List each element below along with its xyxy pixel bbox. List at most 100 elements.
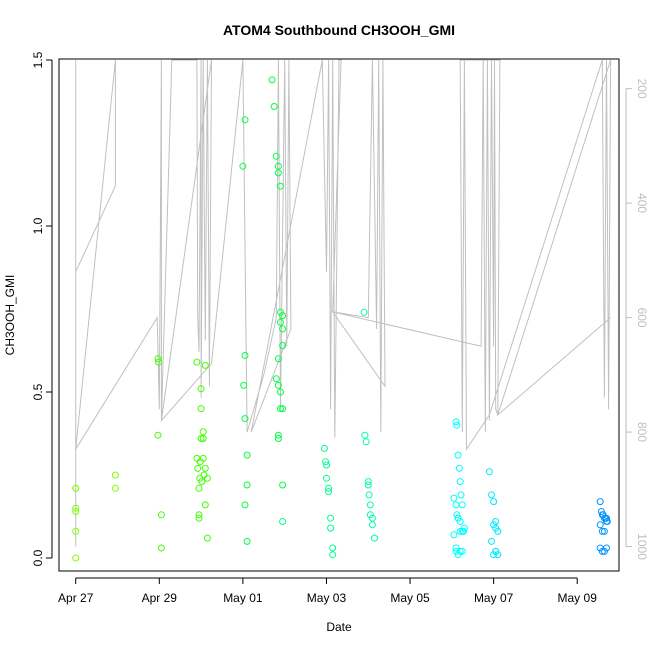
data-point — [157, 511, 165, 519]
data-point — [274, 162, 282, 170]
data-point — [279, 312, 287, 320]
data-point — [454, 451, 462, 459]
data-point — [457, 491, 465, 499]
data-point — [72, 554, 80, 562]
data-point — [239, 162, 247, 170]
data-point — [598, 527, 606, 535]
data-point — [201, 464, 209, 472]
y2-tick-label: 400 — [635, 193, 649, 213]
y2-tick-label: 200 — [635, 79, 649, 99]
data-point — [195, 511, 203, 519]
data-point — [72, 527, 80, 535]
data-point — [279, 325, 287, 333]
data-point — [361, 431, 369, 439]
data-point — [277, 405, 284, 413]
data-point — [199, 454, 207, 462]
data-point — [460, 527, 467, 535]
y-tick-label: 1.5 — [31, 51, 45, 68]
data-point — [455, 464, 463, 472]
data-point — [456, 547, 464, 555]
data-point — [272, 152, 280, 160]
data-point — [365, 491, 373, 499]
data-point — [364, 478, 372, 486]
data-point — [490, 498, 498, 506]
x-tick-label: Apr 29 — [142, 591, 178, 605]
x-tick-label: May 05 — [390, 591, 430, 605]
data-point — [598, 547, 606, 555]
data-point — [195, 514, 203, 522]
data-point — [458, 501, 466, 509]
data-point — [199, 428, 207, 436]
data-point — [274, 431, 282, 439]
x-axis: Apr 27 Apr 29 May 01 May 03 May 05 May 07 May … — [58, 577, 597, 605]
y-axis-label: CH3OOH_GMI — [3, 275, 17, 356]
data-point — [494, 527, 502, 535]
data-point — [485, 468, 493, 476]
data-point — [268, 76, 276, 84]
data-point — [72, 484, 80, 492]
data-point — [456, 518, 464, 525]
data-point — [603, 544, 610, 552]
data-point — [279, 518, 287, 525]
data-point — [154, 431, 162, 439]
data-point — [277, 318, 284, 326]
data-point — [193, 358, 201, 366]
data-point — [195, 484, 203, 492]
data-point — [452, 544, 460, 552]
data-point — [157, 544, 165, 552]
data-point — [371, 534, 378, 542]
data-point — [241, 116, 249, 124]
data-point — [154, 355, 162, 363]
data-point — [600, 547, 608, 555]
data-point — [155, 358, 162, 366]
data-point — [452, 501, 460, 509]
data-point — [274, 435, 282, 442]
right-pressure-axis: 200 400 600 800 1000 — [625, 79, 649, 560]
flight-profile-line — [75, 59, 612, 547]
data-point — [241, 501, 249, 509]
data-point — [488, 537, 495, 545]
data-point — [241, 415, 249, 423]
data-point — [325, 488, 333, 496]
data-point — [274, 355, 282, 363]
chart-title: ATOM4 Southbound CH3OOH_GMI — [223, 22, 455, 38]
data-point — [492, 547, 500, 555]
y-axis: 0.0 0.5 1.0 1.5 — [31, 51, 53, 566]
data-point — [201, 501, 209, 509]
data-point — [458, 547, 466, 555]
data-point — [279, 405, 287, 413]
data-point — [488, 491, 495, 499]
data-point — [600, 527, 608, 535]
x-tick-label: May 07 — [474, 591, 514, 605]
data-point — [460, 524, 468, 532]
data-point — [203, 474, 211, 482]
data-point — [368, 514, 376, 522]
data-point — [272, 375, 280, 383]
data-point — [329, 551, 337, 559]
data-point — [450, 531, 458, 539]
data-point — [366, 511, 374, 519]
data-point — [72, 504, 80, 512]
data-point — [320, 444, 328, 452]
data-point — [279, 342, 287, 349]
data-point — [241, 352, 249, 359]
y2-tick-label: 600 — [635, 308, 649, 328]
data-point — [597, 508, 605, 515]
data-point — [197, 405, 205, 413]
flight-profile-lines — [75, 59, 612, 547]
data-point — [201, 361, 209, 369]
data-point — [603, 514, 610, 522]
data-point — [197, 385, 205, 393]
data-point — [360, 308, 368, 316]
x-tick-label: Apr 27 — [58, 591, 94, 605]
data-point — [364, 481, 372, 489]
data-point — [270, 103, 278, 110]
data-point — [197, 435, 205, 442]
data-point — [274, 169, 282, 177]
data-point — [203, 534, 211, 542]
data-point — [456, 527, 464, 535]
y2-tick-label: 1000 — [635, 533, 649, 560]
data-point — [596, 498, 604, 506]
y-tick-label: 1.0 — [31, 217, 45, 234]
data-point — [194, 464, 202, 472]
